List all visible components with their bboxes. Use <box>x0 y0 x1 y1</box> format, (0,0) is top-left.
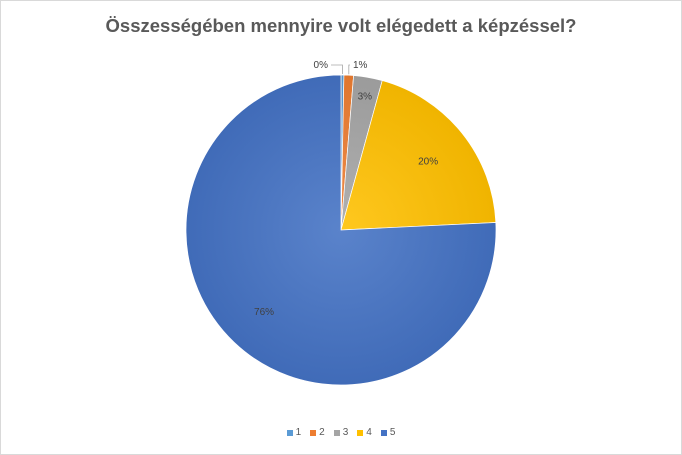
data-labels: 0% 1% 3% 20% 76% <box>254 60 438 318</box>
legend-label-1: 1 <box>295 427 302 438</box>
leader-lines <box>331 64 350 75</box>
data-label-1: 0% <box>314 60 329 71</box>
pie-slice-5 <box>185 74 497 386</box>
legend-item-5: 5 <box>380 427 396 438</box>
leader-line-2 <box>348 64 350 75</box>
legend-label-4: 4 <box>366 427 372 438</box>
legend-label-3: 3 <box>342 427 349 438</box>
data-label-3: 3% <box>358 92 373 103</box>
legend-swatch-1 <box>286 429 293 436</box>
chart-title: Összességében mennyire volt elégedett a … <box>105 15 577 36</box>
legend-item-3: 3 <box>333 427 349 438</box>
legend-item-1: 1 <box>286 427 302 438</box>
legend-swatch-4 <box>357 429 364 436</box>
legend-swatch-5 <box>380 429 387 436</box>
legend-item-4: 4 <box>357 427 372 438</box>
legend-item-2: 2 <box>310 427 325 438</box>
data-label-2: 1% <box>353 60 368 71</box>
pie-slices <box>185 74 497 386</box>
legend-swatch-3 <box>333 429 340 436</box>
leader-line-1 <box>331 64 343 75</box>
data-label-4: 20% <box>418 156 438 167</box>
chart-legend: 1 2 3 4 5 <box>1 427 681 438</box>
legend-label-5: 5 <box>389 427 396 438</box>
legend-label-2: 2 <box>319 427 325 438</box>
legend-swatch-2 <box>310 429 317 436</box>
data-label-5: 76% <box>254 307 274 318</box>
pie-slice-4 <box>340 80 497 231</box>
